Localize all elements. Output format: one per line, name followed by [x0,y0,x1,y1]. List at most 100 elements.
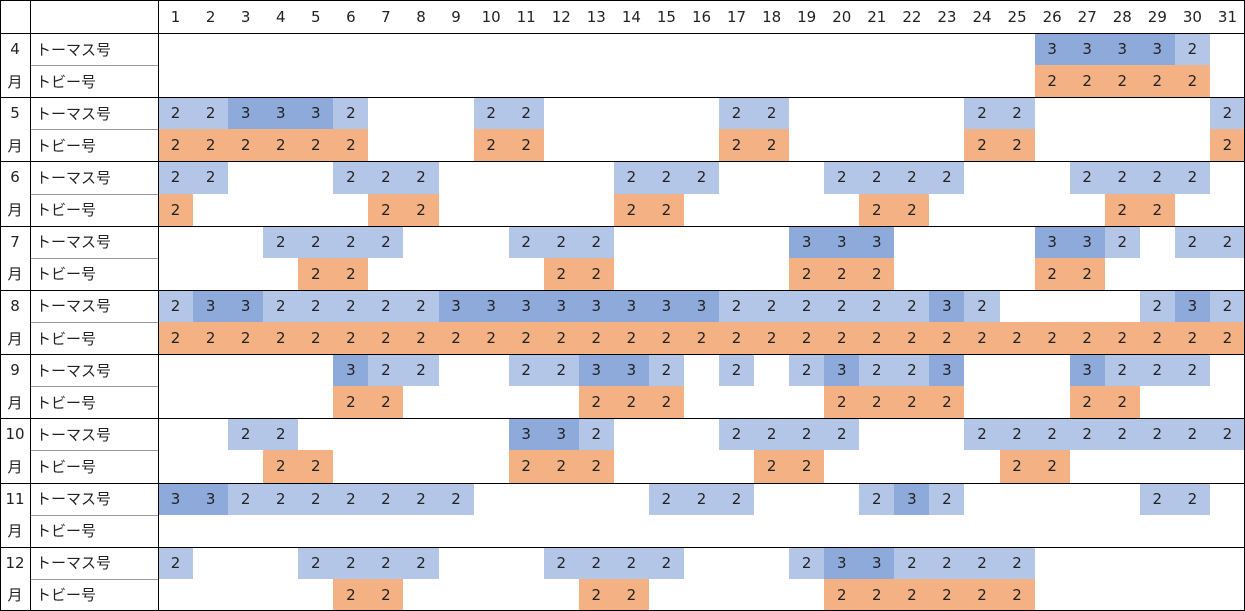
schedule-cell: 2 [368,225,404,258]
h-border [30,578,158,580]
day-header: 11 [516,7,536,26]
schedule-cell: 3 [543,289,579,322]
h-border [0,482,1245,484]
schedule-cell: 2 [999,418,1035,451]
schedule-cell: 3 [613,354,649,387]
schedule-cell: 2 [543,354,579,387]
schedule-cell: 2 [1069,418,1105,451]
schedule-cell: 2 [719,354,755,387]
h-border [0,546,1245,548]
month-unit: 月 [7,136,23,155]
day-header: 24 [972,7,992,26]
day-header: 21 [867,7,887,26]
day-header: 26 [1042,7,1062,26]
schedule-cell: 3 [438,289,474,322]
day-header: 13 [586,7,606,26]
schedule-cell: 2 [719,289,755,322]
schedule-cell: 2 [298,225,334,258]
schedule-cell: 2 [964,97,1000,130]
schedule-cell: 2 [648,193,684,226]
schedule-cell: 3 [789,225,825,258]
day-header: 9 [451,7,461,26]
schedule-cell: 2 [789,546,825,579]
v-border [0,0,1,611]
schedule-cell: 2 [859,289,895,322]
schedule-cell: 2 [473,322,509,355]
schedule-cell: 3 [1139,33,1175,66]
schedule-cell: 2 [859,193,895,226]
schedule-cell: 2 [613,578,649,611]
schedule-cell: 2 [263,129,299,162]
schedule-cell: 2 [1139,418,1175,451]
day-header: 30 [1182,7,1202,26]
schedule-cell: 2 [824,289,860,322]
schedule-cell: 2 [1209,418,1245,451]
schedule-cell: 2 [368,354,404,387]
schedule-cell: 2 [333,578,369,611]
schedule-cell: 2 [964,129,1000,162]
engine-name: トビー号 [36,201,97,220]
month-unit: 月 [7,265,23,284]
month-number: 5 [10,104,20,123]
schedule-cell: 2 [824,578,860,611]
schedule-cell: 2 [368,322,404,355]
schedule-cell: 3 [1069,354,1105,387]
schedule-cell: 2 [158,322,194,355]
schedule-cell: 3 [298,97,334,130]
schedule-cell: 2 [508,225,544,258]
schedule-cell: 2 [648,546,684,579]
schedule-cell: 3 [1069,225,1105,258]
schedule-cell: 2 [1174,65,1210,98]
engine-name: トビー号 [36,72,97,91]
schedule-cell: 3 [158,482,194,515]
schedule-cell: 2 [193,322,229,355]
schedule-cell: 2 [929,161,965,194]
schedule-cell: 2 [1034,65,1070,98]
schedule-cell: 2 [403,322,439,355]
month-unit: 月 [7,393,23,412]
schedule-cell: 2 [964,289,1000,322]
schedule-cell: 2 [859,322,895,355]
schedule-cell: 2 [1209,225,1245,258]
schedule-cell: 2 [789,289,825,322]
schedule-cell: 2 [1104,386,1140,419]
schedule-cell: 2 [1104,322,1140,355]
schedule-cell: 2 [824,418,860,451]
schedule-cell: 2 [298,289,334,322]
schedule-cell: 3 [929,354,965,387]
schedule-cell: 2 [263,289,299,322]
schedule-cell: 3 [263,97,299,130]
engine-name: トビー号 [36,393,97,412]
day-header: 4 [275,7,286,26]
schedule-cell: 2 [929,322,965,355]
schedule-cell: 3 [859,546,895,579]
schedule-cell: 2 [719,418,755,451]
h-border [0,97,1245,99]
schedule-cell: 2 [193,161,229,194]
schedule-cell: 2 [613,161,649,194]
h-border [30,322,158,323]
schedule-cell: 3 [1069,33,1105,66]
h-border [30,65,158,67]
schedule-cell: 2 [999,546,1035,579]
schedule-cell: 2 [298,322,334,355]
schedule-cell: 2 [648,482,684,515]
schedule-cell: 2 [508,97,544,130]
schedule-cell: 2 [1104,161,1140,194]
schedule-cell: 3 [683,289,720,322]
schedule-cell: 2 [824,161,860,194]
day-header: 3 [240,7,251,26]
schedule-cell: 2 [1139,289,1175,322]
day-header: 7 [381,7,391,26]
month-number: 12 [5,553,25,572]
schedule-cell: 2 [438,482,474,515]
schedule-cell: 2 [543,257,579,290]
h-border [0,161,1245,163]
schedule-cell: 2 [543,546,579,579]
schedule-cell: 2 [578,322,614,355]
schedule-cell: 2 [263,450,299,483]
month-number: 8 [10,296,20,315]
schedule-cell: 2 [1209,289,1245,322]
schedule-cell: 3 [228,289,264,322]
schedule-cell: 2 [368,289,404,322]
